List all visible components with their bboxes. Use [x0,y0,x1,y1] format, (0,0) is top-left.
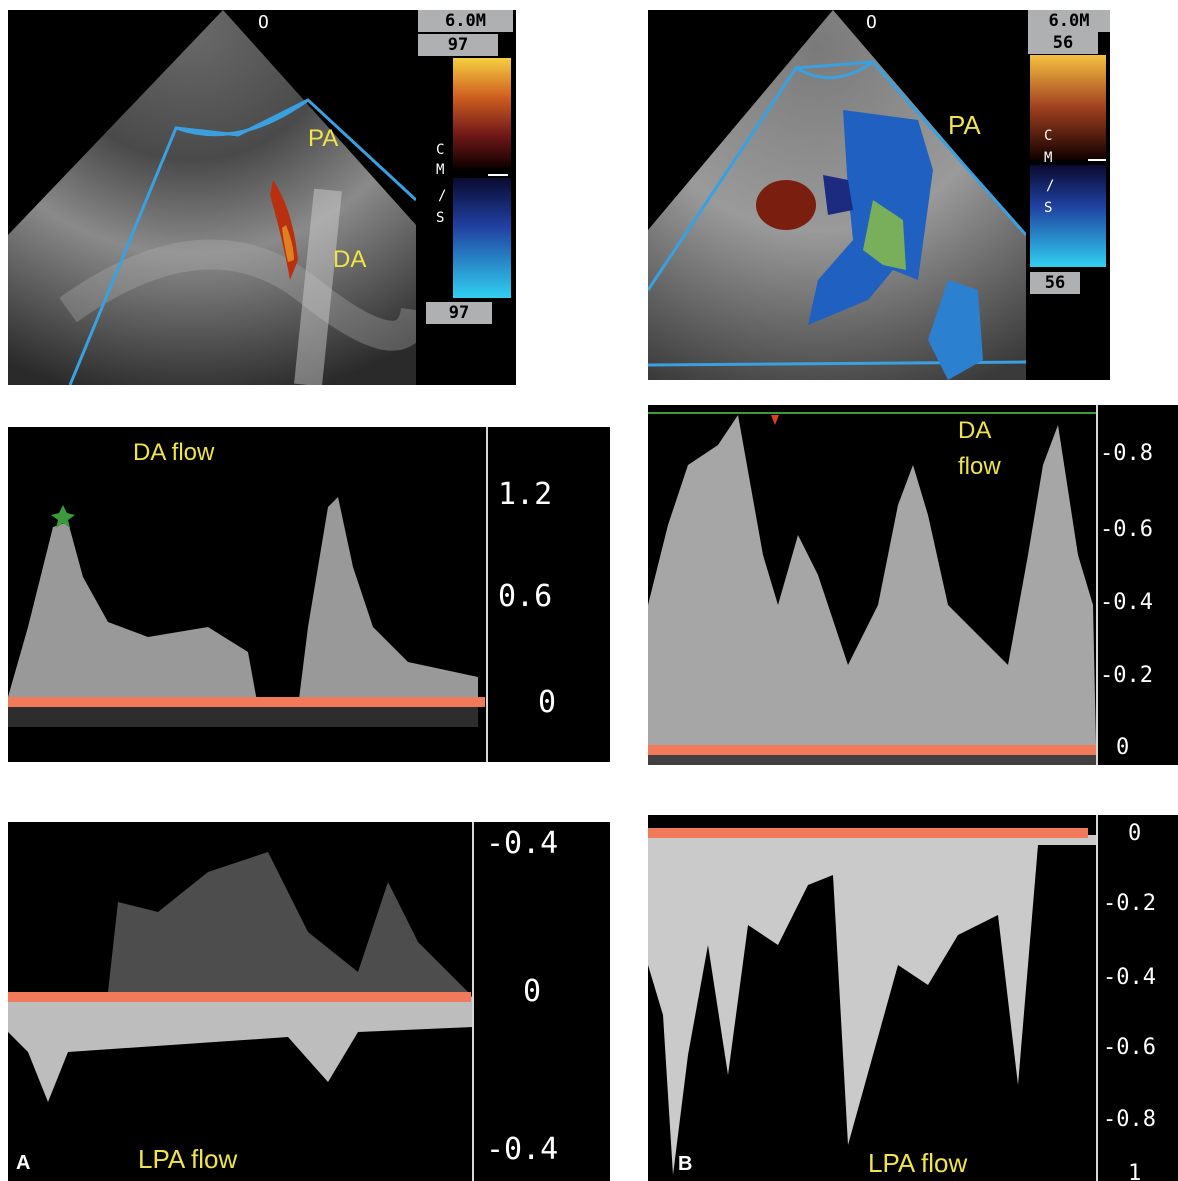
panel-letter-a: A [16,1152,31,1174]
color-scale-cool-b [1030,165,1106,267]
da-flow-spectrum-a [8,497,478,727]
panel-b-echo-svg [648,10,1110,380]
tick-b-lpa-5: -0.8 [1103,1107,1156,1132]
red-flow-region-b [756,180,816,230]
panel-letter-b: B [678,1153,693,1175]
units-s-b: S [1044,200,1053,216]
tick-a-lpa-1: -0.4 [486,826,559,861]
da-flow-title-b-line2: flow [958,453,1001,480]
baseline-b-lpa [648,828,1088,838]
tick-b-lpa-1: 0 [1128,821,1142,846]
panel-a-echo: 6.0M 97 97 O C M / S PA DA [8,10,516,385]
tick-a-lpa-2: 0 [523,974,542,1009]
units-slash-b: / [1046,178,1055,194]
tick-a-lpa-3: -0.4 [486,1132,559,1167]
tick-a-da-3: 0 [538,685,557,720]
panel-a-lpa-flow: -0.4 0 -0.4 LPA flow A [8,822,610,1181]
marker-o-a: O [258,12,269,33]
axis-b-da [1096,405,1098,765]
scale-lo-a: 97 [426,302,492,324]
tick-a-da-1: 1.2 [498,477,553,512]
panel-b-da-flow: DA flow -0.8 -0.6 -0.4 -0.2 0 [648,405,1178,765]
lpa-flow-spectrum-b [648,835,1096,1175]
peak-marker-star [51,505,75,528]
da-flow-title-b-line1: DA [958,417,992,444]
scale-top-label-b: 6.0M [1028,10,1110,32]
sample-marker-b [771,415,779,425]
tick-b-lpa-6: 1 [1128,1161,1142,1181]
color-scale-warm-b [1030,55,1106,160]
units-c-a: C [436,142,445,158]
color-box-outline-b [648,60,1028,291]
panel-a-echo-svg [8,10,516,385]
axis-a-lpa [472,822,474,1181]
scale-hi-a: 97 [418,34,498,56]
da-flow-title-a: DA flow [133,439,215,466]
label-pa-b: PA [948,110,981,140]
units-slash-a: / [438,188,447,204]
tick-b-da-3: -0.4 [1100,590,1153,615]
tick-b-da-1: -0.8 [1100,441,1153,466]
axis-b-lpa [1096,815,1098,1181]
label-pa-a: PA [308,125,339,152]
label-da-a: DA [333,246,367,273]
units-m-b: M [1044,150,1053,166]
color-scale-warm-a [453,58,511,168]
color-scale-cool-a [453,178,511,298]
units-s-a: S [436,210,445,226]
lpa-flow-title-a: LPA flow [138,1144,238,1174]
tick-b-da-2: -0.6 [1100,517,1153,542]
units-m-a: M [436,162,445,178]
scale-lo-b: 56 [1030,272,1080,294]
color-box-outline-a [68,98,418,385]
baseline-a-lpa [8,992,471,1002]
da-flow-spectrum-b [648,412,1096,765]
lpa-flow-spectrum-a [8,852,473,1102]
tick-b-lpa-4: -0.6 [1103,1035,1156,1060]
tick-b-da-5: 0 [1116,735,1130,760]
scale-hi-b: 56 [1028,32,1098,54]
panel-b-lpa-flow: 0 -0.2 -0.4 -0.6 -0.8 1 LPA flow B [648,815,1178,1181]
tick-b-da-4: -0.2 [1100,663,1153,688]
marker-o-b: O [866,12,877,33]
tick-b-lpa-2: -0.2 [1103,891,1156,916]
panel-b-echo: 6.0M 56 56 O C M / S PA [648,10,1110,380]
scale-top-label-a: 6.0M [418,10,513,32]
baseline-b-da [648,745,1096,755]
lpa-flow-title-b: LPA flow [868,1148,968,1178]
panel-a-da-flow: DA flow 1.2 0.6 0 [8,427,610,762]
tick-b-lpa-3: -0.4 [1103,965,1156,990]
tick-a-da-2: 0.6 [498,579,553,614]
units-c-b: C [1044,128,1053,144]
axis-a-da [486,427,488,762]
baseline-a-da [8,697,485,707]
